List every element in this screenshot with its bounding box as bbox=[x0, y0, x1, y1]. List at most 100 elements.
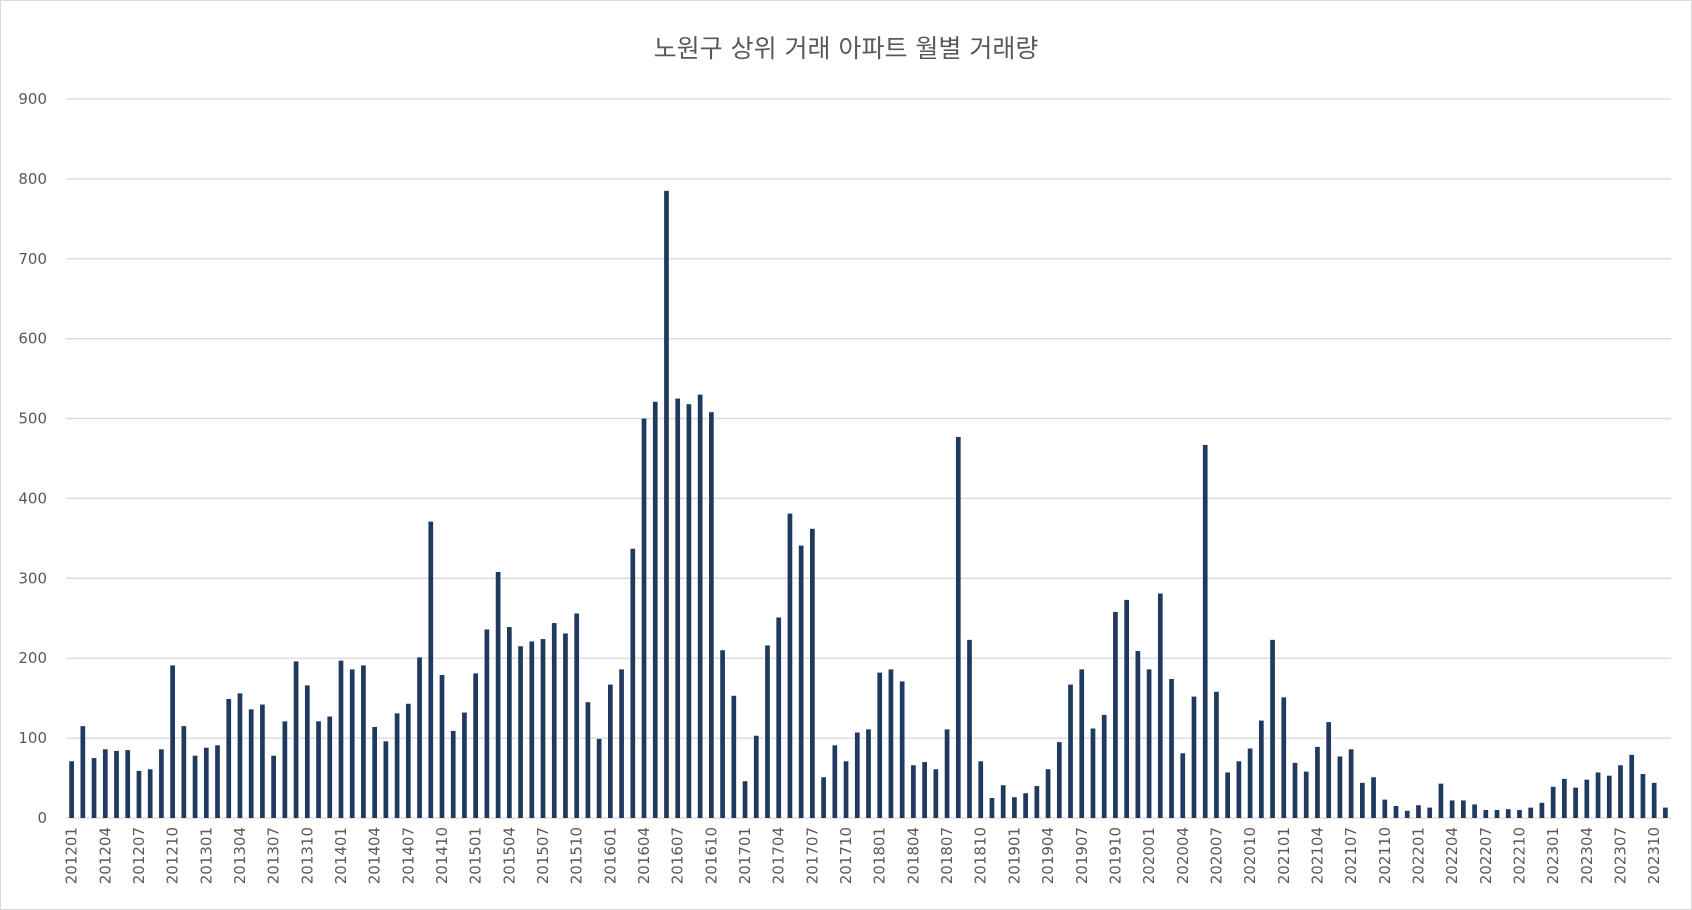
bar-202101 bbox=[1281, 697, 1287, 818]
bar-202206 bbox=[1472, 804, 1477, 818]
bar-201609 bbox=[697, 394, 703, 818]
x-tick-label: 201507 bbox=[534, 827, 552, 884]
x-tick-label: 201610 bbox=[702, 827, 720, 884]
bar-202207 bbox=[1483, 810, 1489, 818]
bar-202307 bbox=[1618, 765, 1623, 818]
bar-202001 bbox=[1146, 669, 1152, 818]
bar-201503 bbox=[495, 571, 501, 818]
bar-201403 bbox=[361, 665, 366, 818]
bar-201410 bbox=[439, 675, 445, 818]
bar-202009 bbox=[1236, 761, 1242, 818]
x-tick-label: 201910 bbox=[1106, 827, 1124, 884]
y-tick-label: 900 bbox=[18, 90, 47, 108]
x-tick-label: 201401 bbox=[332, 827, 350, 884]
bar-202008 bbox=[1225, 772, 1231, 818]
bar-202305 bbox=[1595, 772, 1601, 818]
bar-201805 bbox=[922, 762, 927, 818]
bar-202210 bbox=[1517, 810, 1522, 818]
x-tick-label: 201404 bbox=[366, 827, 384, 884]
bar-202006 bbox=[1202, 444, 1208, 818]
y-tick-label: 700 bbox=[18, 250, 47, 268]
bar-201711 bbox=[854, 732, 860, 818]
bar-201508 bbox=[551, 623, 557, 818]
bar-202204 bbox=[1449, 800, 1455, 818]
bar-201601 bbox=[608, 684, 613, 818]
x-tick-label: 201704 bbox=[770, 827, 788, 884]
bar-201604 bbox=[641, 418, 647, 818]
bar-202011 bbox=[1258, 720, 1264, 818]
bar-202311 bbox=[1663, 807, 1668, 818]
bar-202112 bbox=[1404, 810, 1410, 818]
bar-201807 bbox=[944, 729, 950, 818]
x-tick-label: 202110 bbox=[1376, 827, 1394, 884]
x-tick-label: 202310 bbox=[1645, 827, 1663, 884]
bar-201703 bbox=[765, 645, 770, 818]
bar-201208 bbox=[147, 769, 153, 818]
x-tick-label: 201510 bbox=[568, 827, 586, 884]
bar-202308 bbox=[1629, 754, 1635, 818]
bar-202211 bbox=[1528, 807, 1534, 818]
bar-201207 bbox=[136, 770, 142, 818]
bar-201412 bbox=[462, 712, 467, 818]
bar-201808 bbox=[955, 436, 961, 818]
bar-201401 bbox=[338, 660, 344, 818]
bar-201308 bbox=[282, 721, 288, 818]
bar-201709 bbox=[832, 745, 838, 818]
bar-201605 bbox=[652, 401, 658, 818]
x-tick-label: 201201 bbox=[63, 827, 81, 884]
bar-201901 bbox=[1012, 797, 1017, 818]
chart-title: 노원구 상위 거래 아파트 월별 거래량 bbox=[653, 34, 1039, 63]
bar-201912 bbox=[1135, 651, 1141, 818]
x-tick-label: 201307 bbox=[265, 827, 283, 884]
x-tick-label: 202204 bbox=[1443, 827, 1461, 884]
x-tick-label: 201801 bbox=[871, 827, 889, 884]
bar-201405 bbox=[383, 741, 389, 818]
bar-201404 bbox=[372, 726, 378, 818]
bar-201908 bbox=[1090, 728, 1096, 818]
bar-201407 bbox=[405, 703, 411, 818]
bar-202303 bbox=[1573, 787, 1578, 818]
x-tick-label: 201601 bbox=[601, 827, 619, 884]
bar-202103 bbox=[1303, 771, 1309, 818]
bar-201310 bbox=[304, 685, 310, 818]
x-tick-label: 202010 bbox=[1241, 827, 1259, 884]
bar-202212 bbox=[1539, 802, 1545, 818]
x-tick-label: 201607 bbox=[669, 827, 687, 884]
bar-201309 bbox=[293, 661, 299, 818]
x-axis-tick-labels: 201201 201204 201207 201210 201301 201304 2013… bbox=[63, 827, 1664, 884]
y-tick-label: 300 bbox=[18, 569, 47, 587]
bar-202306 bbox=[1606, 775, 1612, 818]
bar-202108 bbox=[1359, 782, 1365, 818]
x-tick-label: 201310 bbox=[298, 827, 316, 884]
x-tick-label: 201204 bbox=[96, 827, 114, 884]
bar-201607 bbox=[675, 398, 681, 818]
bar-201708 bbox=[821, 777, 826, 818]
bar-201603 bbox=[630, 548, 636, 818]
bar-201804 bbox=[911, 765, 916, 818]
y-tick-label: 600 bbox=[18, 330, 47, 348]
x-tick-label: 201410 bbox=[433, 827, 451, 884]
x-tick-label: 201501 bbox=[467, 827, 485, 884]
x-tick-label: 202007 bbox=[1207, 827, 1225, 884]
bar-201810 bbox=[978, 761, 984, 818]
bar-201411 bbox=[450, 730, 456, 818]
bar-201611 bbox=[720, 650, 725, 818]
y-tick-label: 100 bbox=[18, 729, 47, 747]
bar-201802 bbox=[888, 669, 894, 818]
x-tick-label: 202004 bbox=[1174, 827, 1192, 884]
bar-202007 bbox=[1214, 691, 1219, 818]
bar-202208 bbox=[1494, 810, 1500, 818]
bar-201304 bbox=[237, 693, 243, 818]
x-tick-label: 201407 bbox=[399, 827, 417, 884]
bar-201206 bbox=[125, 750, 131, 818]
bar-201902 bbox=[1023, 793, 1028, 818]
bar-202005 bbox=[1191, 696, 1197, 818]
bar-201406 bbox=[394, 713, 400, 818]
bar-201910 bbox=[1113, 611, 1118, 818]
bar-series bbox=[69, 190, 1668, 818]
x-tick-label: 201504 bbox=[500, 827, 518, 884]
y-tick-label: 500 bbox=[18, 410, 47, 428]
bar-202012 bbox=[1270, 639, 1275, 818]
y-axis-tick-labels: 0 100 200 300 400 500 600 700 800 900 bbox=[18, 90, 47, 827]
y-tick-label: 0 bbox=[37, 809, 47, 827]
